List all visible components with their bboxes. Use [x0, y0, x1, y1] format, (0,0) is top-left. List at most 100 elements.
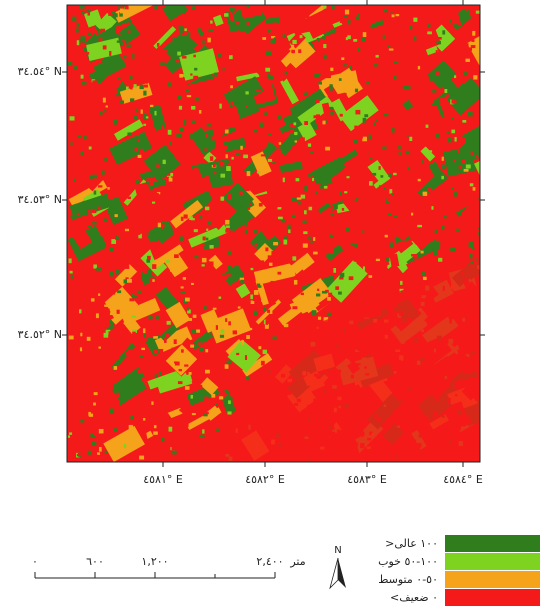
raster-speck	[230, 202, 236, 205]
raster-speck	[216, 428, 220, 432]
raster-speck	[71, 176, 74, 180]
raster-speck	[244, 46, 248, 51]
raster-patch	[216, 105, 243, 131]
raster-speck	[324, 120, 328, 123]
raster-speck	[383, 53, 388, 56]
raster-speck	[81, 179, 86, 182]
raster-speck	[177, 51, 181, 56]
raster-speck	[123, 279, 129, 284]
raster-speck	[428, 212, 433, 217]
raster-speck	[319, 312, 325, 316]
raster-speck	[225, 318, 228, 322]
raster-speck	[80, 419, 85, 423]
raster-speck	[142, 414, 147, 417]
raster-speck	[282, 268, 286, 271]
raster-speck	[146, 35, 151, 41]
raster-speck	[136, 108, 139, 113]
raster-speck	[451, 117, 454, 120]
raster-speck	[172, 450, 177, 455]
raster-speck	[314, 73, 319, 78]
raster-speck	[183, 316, 188, 320]
raster-speck	[467, 111, 473, 117]
raster-speck	[210, 222, 216, 228]
raster-speck	[156, 192, 159, 195]
raster-speck	[205, 405, 209, 409]
raster-speck	[119, 250, 124, 255]
raster-speck	[271, 160, 277, 163]
raster-patch	[157, 374, 194, 394]
raster-speck	[317, 288, 320, 291]
raster-speck	[132, 53, 135, 59]
raster-speck	[209, 137, 213, 141]
raster-speck	[222, 274, 227, 280]
raster-speck	[272, 336, 277, 339]
raster-speck	[315, 99, 320, 104]
raster-speck	[374, 148, 377, 152]
raster-speck	[262, 349, 268, 355]
raster-speck	[160, 62, 165, 66]
raster-speck	[84, 143, 90, 149]
raster-speck	[196, 329, 201, 333]
raster-patch	[80, 386, 100, 400]
raster-speck	[251, 116, 254, 120]
raster-speck	[464, 218, 468, 224]
raster-speck	[113, 428, 118, 432]
raster-speck	[136, 138, 140, 143]
raster-patch	[106, 95, 128, 116]
raster-speck	[338, 167, 343, 172]
raster-speck	[199, 347, 205, 352]
raster-speck	[284, 71, 288, 75]
raster-speck	[304, 121, 308, 126]
raster-speck	[219, 396, 224, 400]
raster-speck	[350, 242, 355, 246]
raster-speck	[92, 222, 97, 225]
raster-speck	[450, 195, 456, 200]
raster-speck	[284, 203, 290, 206]
raster-speck	[351, 218, 357, 222]
raster-speck	[462, 66, 467, 72]
raster-speck	[97, 206, 101, 211]
raster-speck	[366, 81, 370, 85]
legend-label: >١٠٠ عالی	[385, 537, 438, 550]
raster-speck	[69, 116, 75, 121]
raster-speck	[170, 172, 174, 177]
raster-speck	[202, 40, 205, 45]
raster-speck	[222, 68, 225, 71]
raster-speck	[113, 90, 118, 95]
raster-speck	[170, 153, 174, 158]
raster-speck	[271, 159, 277, 162]
raster-speck	[330, 111, 335, 115]
raster-speck	[448, 240, 452, 246]
raster-speck	[443, 215, 447, 219]
raster-speck	[228, 321, 231, 326]
raster-speck	[268, 133, 272, 136]
raster-speck	[300, 194, 306, 199]
raster-speck	[300, 292, 304, 296]
raster-speck	[175, 59, 180, 63]
raster-speck	[133, 84, 137, 89]
raster-speck	[471, 226, 474, 230]
raster-speck	[273, 241, 279, 246]
raster-speck	[317, 316, 322, 320]
raster-patch	[199, 13, 227, 42]
raster-speck	[82, 43, 87, 48]
raster-speck	[453, 75, 457, 79]
raster-speck	[428, 58, 434, 62]
raster-speck	[81, 41, 85, 45]
raster-speck	[441, 199, 444, 204]
raster-speck	[86, 336, 91, 341]
raster-speck	[264, 323, 269, 329]
raster-speck	[76, 372, 80, 378]
raster-speck	[185, 297, 190, 302]
raster-speck	[193, 54, 196, 58]
raster-speck	[261, 360, 265, 366]
raster-speck	[391, 14, 395, 18]
raster-speck	[143, 332, 147, 338]
raster-speck	[203, 415, 206, 421]
raster-speck	[130, 405, 136, 410]
raster-patch	[280, 78, 299, 105]
raster-speck	[168, 392, 174, 397]
raster-speck	[308, 236, 311, 240]
raster-speck	[82, 247, 86, 252]
raster-speck	[358, 133, 363, 139]
